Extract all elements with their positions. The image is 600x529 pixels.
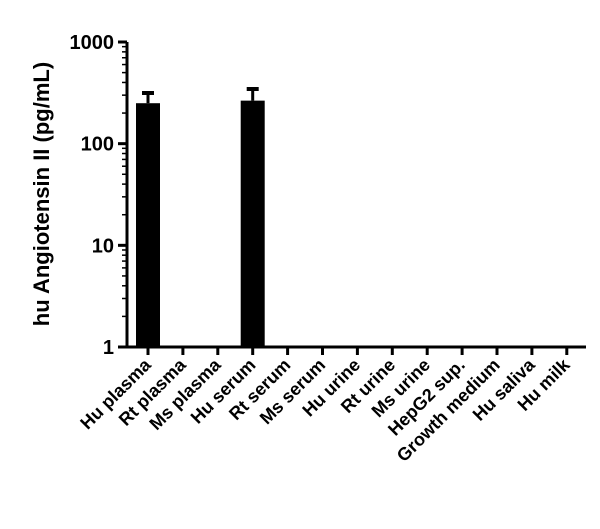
bars (136, 100, 265, 347)
y-tick-label: 10 (92, 235, 114, 257)
y-tick-label: 100 (81, 134, 114, 156)
y-axis-label: hu Angiotensin II (pg/mL) (29, 62, 54, 326)
bar (240, 100, 265, 347)
error-bars (142, 86, 259, 104)
y-tick-label: 1 (103, 337, 114, 359)
y-ticks: 1 10 100 1000 (70, 32, 127, 359)
y-axis: 1 10 100 1000 (70, 32, 129, 359)
bar (136, 103, 160, 347)
y-tick-label: 1000 (70, 32, 115, 54)
